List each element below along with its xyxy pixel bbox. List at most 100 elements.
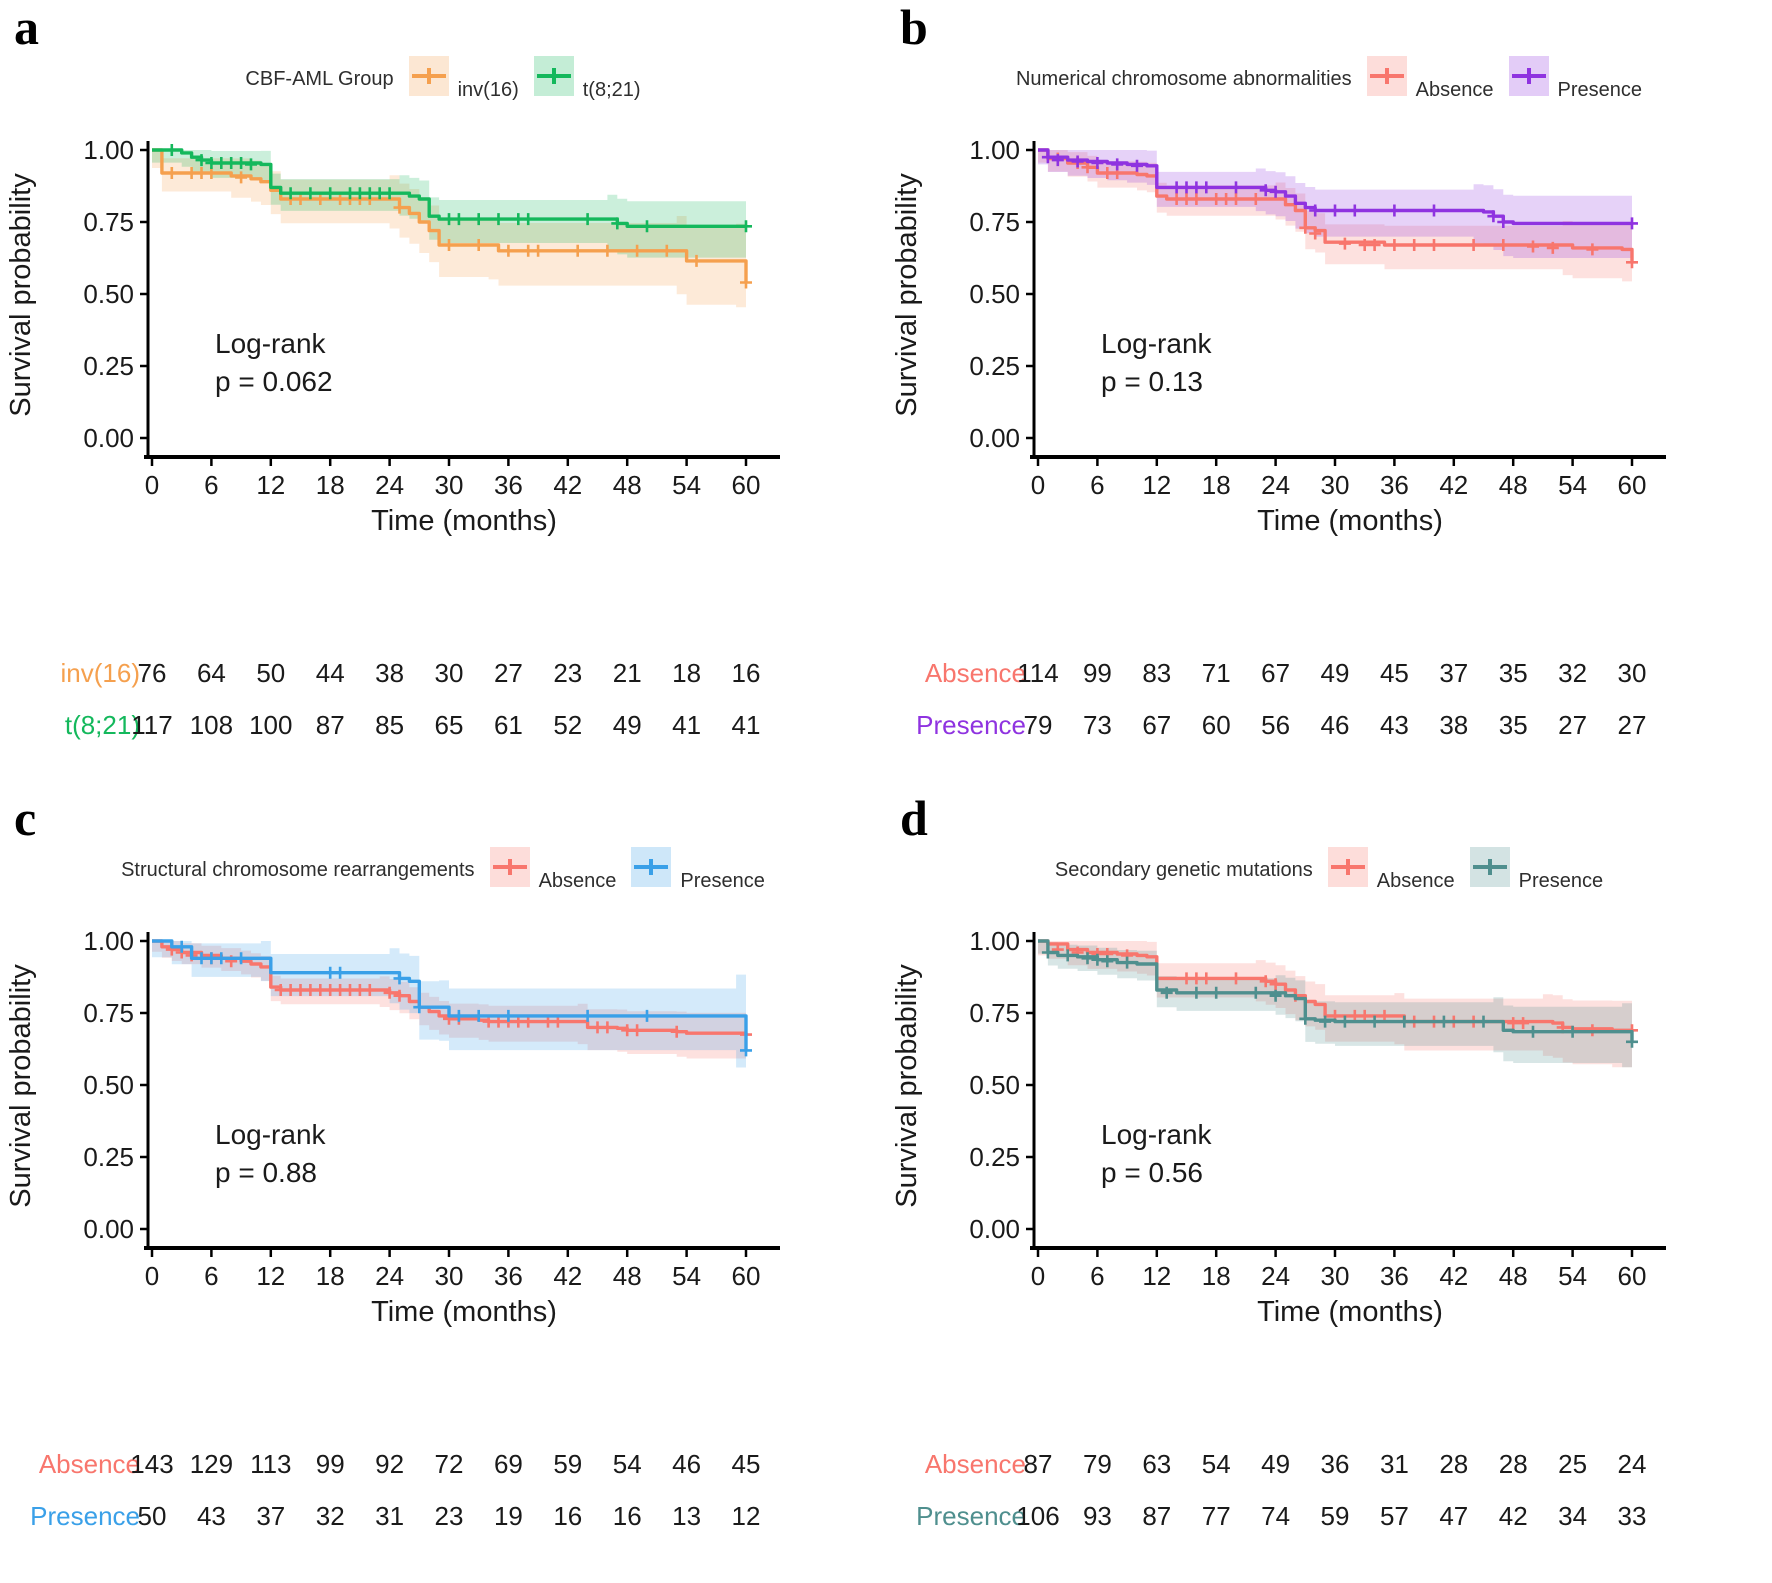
risk-count: 31 <box>1380 1449 1409 1479</box>
km-plot-d: 0 6 12 18 24 30 36 42 48 54 60 1.00 0.75 0.50 0.25 0.00… <box>891 926 1666 1531</box>
risk-count: 45 <box>1380 658 1409 688</box>
x-tick-label: 60 <box>1618 470 1647 500</box>
risk-count: 54 <box>1202 1449 1231 1479</box>
risk-count: 113 <box>250 1449 291 1479</box>
risk-count: 24 <box>1618 1449 1647 1479</box>
x-tick-label: 36 <box>494 470 523 500</box>
confidence-band <box>152 150 746 263</box>
legend-label: t(8;21) <box>582 79 641 101</box>
risk-count: 92 <box>375 1449 404 1479</box>
risk-count: 46 <box>672 1449 701 1479</box>
y-tick-label: 0.25 <box>969 351 1020 381</box>
risk-count: 64 <box>197 658 226 688</box>
risk-count: 34 <box>1558 1501 1587 1531</box>
y-tick-label: 1.00 <box>969 135 1020 165</box>
x-tick-label: 24 <box>1261 470 1290 500</box>
legend-title: Numerical chromosome abnormalities <box>1015 67 1352 90</box>
risk-row-label: t(8;21) <box>65 710 140 740</box>
risk-count: 57 <box>1380 1501 1409 1531</box>
legend-label: Absence <box>1376 870 1455 892</box>
risk-count: 37 <box>1439 658 1468 688</box>
panel-b: b Numerical chromosome abnormalities Abs… <box>886 0 1772 791</box>
risk-count: 83 <box>1142 658 1171 688</box>
risk-count: 49 <box>1321 658 1350 688</box>
risk-count: 44 <box>316 658 345 688</box>
censor-marks-t(8;21) <box>165 144 752 233</box>
y-tick-label: 0.00 <box>83 423 134 453</box>
risk-count: 13 <box>672 1501 701 1531</box>
logrank-label: Log-rank <box>215 328 327 359</box>
x-tick-label: 48 <box>1499 470 1528 500</box>
risk-count: 87 <box>1142 1501 1171 1531</box>
legend-b: Numerical chromosome abnormalities Absen… <box>886 56 1772 102</box>
risk-count: 38 <box>1439 710 1468 740</box>
x-tick-label: 60 <box>732 1261 761 1291</box>
risk-count: 143 <box>130 1449 173 1479</box>
risk-count: 85 <box>375 710 404 740</box>
logrank-label: Log-rank <box>215 1119 327 1150</box>
risk-count: 19 <box>494 1501 523 1531</box>
risk-count: 35 <box>1499 658 1528 688</box>
y-tick-label: 0.25 <box>969 1142 1020 1172</box>
x-tick-label: 18 <box>1202 1261 1231 1291</box>
x-tick-label: 48 <box>1499 1261 1528 1291</box>
risk-row-label: Presence <box>916 710 1026 740</box>
x-axis-title: Time (months) <box>371 1296 557 1328</box>
risk-count: 25 <box>1558 1449 1587 1479</box>
legend-label: inv(16) <box>457 79 519 101</box>
censor-marks-Presence <box>1041 946 1638 1048</box>
y-axis-title: Survival probability <box>5 173 37 417</box>
censor-marks-Presence <box>175 940 752 1057</box>
x-axis-title: Time (months) <box>1257 505 1443 537</box>
risk-count: 87 <box>316 710 345 740</box>
y-tick-label: 1.00 <box>83 135 134 165</box>
y-tick-label: 0.00 <box>969 423 1020 453</box>
y-tick-label: 0.50 <box>83 1070 134 1100</box>
risk-count: 23 <box>553 658 582 688</box>
survival-curve-Absence <box>152 939 748 1035</box>
risk-count: 67 <box>1142 710 1171 740</box>
legend-a: CBF-AML Group inv(16) t(8;21) <box>0 56 886 102</box>
risk-count: 16 <box>732 658 761 688</box>
panel-letter-c: c <box>14 791 37 846</box>
x-tick-label: 6 <box>1090 1261 1104 1291</box>
legend-label: Absence <box>538 870 617 892</box>
risk-count: 16 <box>553 1501 582 1531</box>
x-tick-label: 30 <box>1321 470 1350 500</box>
km-plot-a: 0 6 12 18 24 30 36 42 48 54 60 1.00 0.75 0.50 0.25 0.00… <box>5 135 780 740</box>
confidence-band <box>1038 941 1632 1078</box>
risk-count: 45 <box>732 1449 761 1479</box>
legend-label: Absence <box>1415 79 1494 101</box>
x-tick-label: 48 <box>613 470 642 500</box>
logrank-pvalue: p = 0.88 <box>215 1157 317 1188</box>
risk-count: 100 <box>249 710 292 740</box>
risk-count: 41 <box>732 710 761 740</box>
risk-count: 99 <box>1083 658 1112 688</box>
y-tick-label: 0.75 <box>969 207 1020 237</box>
risk-count: 129 <box>190 1449 233 1479</box>
risk-count: 67 <box>1261 658 1290 688</box>
risk-count: 27 <box>494 658 523 688</box>
risk-count: 27 <box>1618 710 1647 740</box>
risk-count: 42 <box>1499 1501 1528 1531</box>
legend-key-Presence <box>1469 847 1510 887</box>
km-plot-b: 0 6 12 18 24 30 36 42 48 54 60 1.00 0.75 0.50 0.25 0.00… <box>891 135 1666 740</box>
panel-d: d Secondary genetic mutations Absence Pre… <box>886 791 1772 1582</box>
legend-key-Absence <box>1327 847 1368 887</box>
x-tick-label: 18 <box>316 1261 345 1291</box>
y-tick-label: 0.50 <box>83 279 134 309</box>
risk-count: 108 <box>190 710 233 740</box>
risk-count: 43 <box>197 1501 226 1531</box>
x-tick-label: 42 <box>553 1261 582 1291</box>
x-tick-label: 0 <box>145 1261 159 1291</box>
legend-key-inv(16) <box>408 56 449 96</box>
x-tick-label: 36 <box>1380 1261 1409 1291</box>
survival-curve-Presence <box>1038 939 1634 1042</box>
x-tick-label: 6 <box>204 470 218 500</box>
risk-row-label: Absence <box>925 658 1026 688</box>
risk-count: 77 <box>1202 1501 1231 1531</box>
legend-label: Presence <box>1518 870 1604 892</box>
x-tick-label: 54 <box>1558 1261 1587 1291</box>
panel-letter-b: b <box>900 0 928 55</box>
x-tick-label: 24 <box>1261 1261 1290 1291</box>
